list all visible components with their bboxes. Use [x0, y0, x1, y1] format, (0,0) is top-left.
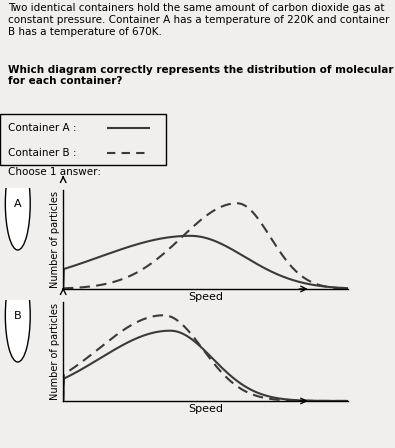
Text: Container B :: Container B : [8, 148, 76, 158]
Text: B: B [14, 310, 22, 321]
X-axis label: Speed: Speed [188, 292, 223, 302]
Circle shape [6, 157, 30, 250]
Text: A: A [14, 198, 22, 209]
Text: Which diagram correctly represents the distribution of molecular speeds
for each: Which diagram correctly represents the d… [8, 65, 395, 86]
Y-axis label: Number of particles: Number of particles [51, 191, 60, 288]
Text: Container A :: Container A : [8, 123, 76, 133]
Text: Two identical containers hold the same amount of carbon dioxide gas at
constant : Two identical containers hold the same a… [8, 4, 389, 37]
Y-axis label: Number of particles: Number of particles [51, 303, 60, 400]
X-axis label: Speed: Speed [188, 404, 223, 414]
Text: Choose 1 answer:: Choose 1 answer: [8, 167, 101, 177]
Circle shape [6, 269, 30, 362]
